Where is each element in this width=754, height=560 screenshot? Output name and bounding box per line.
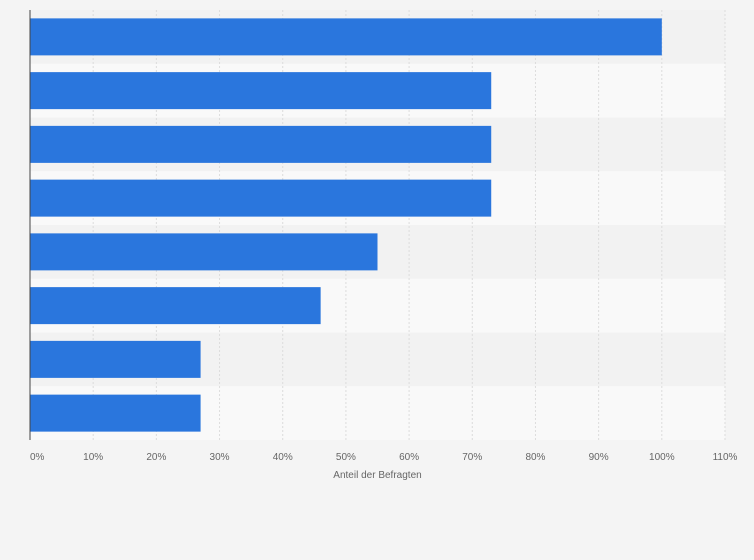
x-tick-label: 40% [273, 452, 293, 463]
x-tick-label: 80% [525, 452, 545, 463]
bar [30, 394, 201, 432]
bar-series [30, 18, 662, 432]
bar [30, 72, 492, 110]
bar [30, 179, 492, 217]
bar [30, 287, 321, 325]
x-axis-ticks: 0% 10% 20% 30% 40% 50% 60% 70% 80% 90% 100% 110% [30, 452, 738, 463]
x-tick-label: 110% [713, 452, 738, 463]
x-tick-label: 10% [83, 452, 103, 463]
bar [30, 125, 492, 163]
x-tick-label: 90% [589, 452, 609, 463]
x-tick-label: 100% [649, 452, 675, 463]
bar [30, 18, 662, 56]
x-axis-title: Anteil der Befragten [333, 470, 421, 481]
x-tick-label: 20% [146, 452, 166, 463]
x-tick-label: 50% [336, 452, 356, 463]
x-tick-label: 30% [210, 452, 230, 463]
bar [30, 233, 378, 271]
x-tick-label: 70% [462, 452, 482, 463]
x-tick-label: 60% [399, 452, 419, 463]
x-tick-label: 0% [30, 452, 45, 463]
bar [30, 340, 201, 378]
